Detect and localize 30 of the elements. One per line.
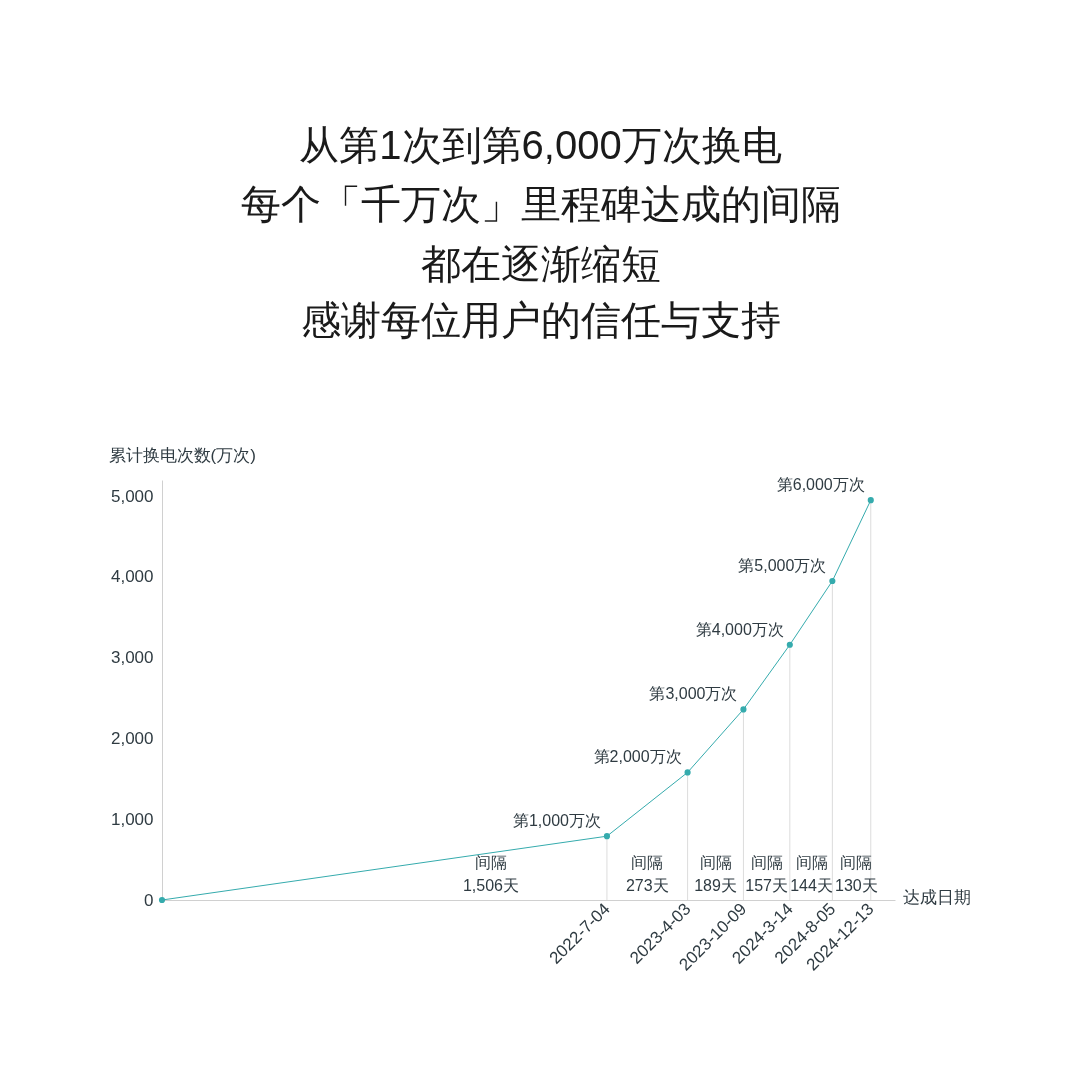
point	[867, 497, 874, 504]
annotation: 间隔189天	[694, 854, 737, 894]
annotation: 间隔130天	[835, 854, 878, 894]
annotation: 第4,000万次	[695, 620, 784, 638]
annotation: 第3,000万次	[649, 685, 738, 703]
annotation: 间隔144天	[790, 854, 833, 894]
point	[786, 641, 793, 648]
point	[829, 577, 836, 585]
y-tick-label: 4,000	[110, 567, 154, 587]
point	[158, 896, 166, 904]
point	[740, 706, 747, 713]
annotation: 间隔157天	[745, 854, 788, 894]
y-tick-label: 2,000	[110, 728, 154, 748]
annotation: 第1,000万次	[512, 812, 601, 830]
annotation: 第2,000万次	[593, 748, 682, 766]
y-tick-label: 0	[144, 890, 154, 910]
point	[684, 769, 691, 776]
y-tick-label: 3,000	[110, 648, 154, 668]
point	[603, 833, 611, 840]
chart-subtitle: 每个「千万次」里程碑达成的间隔都在逐渐缩短	[240, 182, 841, 286]
y-axis-title: 累计换电次数(万次)	[108, 445, 256, 465]
annotation: 间隔1,506天	[462, 854, 519, 894]
annotation: 第6,000万次	[776, 476, 865, 494]
text: 感谢每位用户的信任与支持	[300, 298, 781, 342]
annotation: 第5,000万次	[738, 556, 827, 574]
y-tick-label: 5,000	[110, 486, 154, 506]
y-tick-label: 1,000	[110, 809, 154, 829]
x-axis-title: 达成日期	[902, 887, 971, 907]
chart-title: 从第1次到第6,000万次换电	[299, 123, 782, 167]
annotation: 间隔273天	[625, 854, 669, 894]
